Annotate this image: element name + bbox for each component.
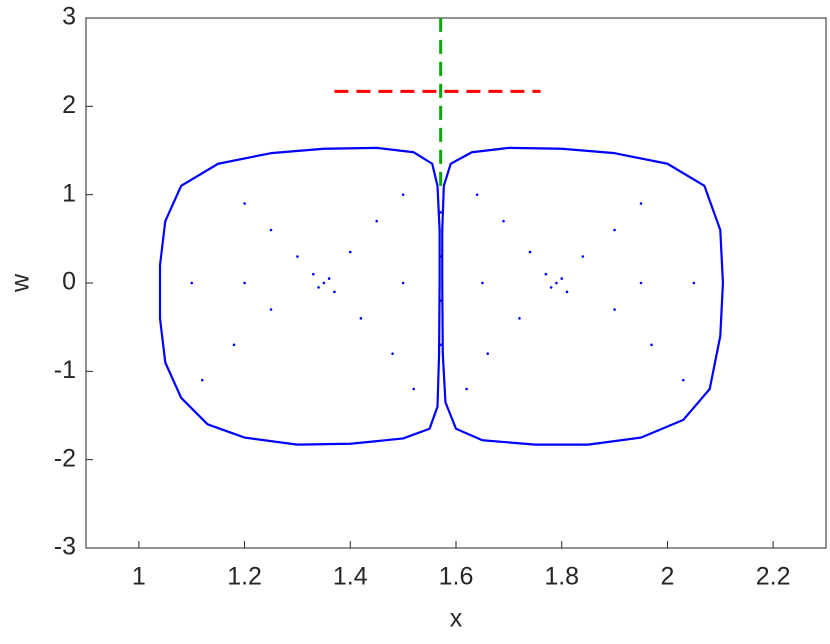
dot (243, 281, 246, 285)
dot (333, 290, 336, 294)
dot (243, 202, 246, 205)
y-tick-label: -2 (54, 444, 76, 472)
y-tick-label: 1 (62, 179, 76, 207)
dot (518, 317, 521, 320)
dot (613, 228, 616, 232)
x-tick-label: 1.6 (439, 563, 474, 591)
dot (391, 352, 394, 355)
dot (311, 272, 315, 276)
dot (200, 378, 204, 382)
x-tick-label: 1 (132, 563, 146, 591)
dot (502, 219, 505, 223)
dot (681, 378, 685, 382)
dot (439, 343, 442, 347)
plot-box (85, 17, 827, 549)
dot (555, 281, 558, 285)
y-tick-label: 3 (62, 3, 76, 31)
dot (613, 308, 616, 311)
dot (692, 281, 696, 285)
dot (481, 281, 484, 285)
dot (401, 193, 405, 196)
y-tick-label: 2 (62, 91, 76, 119)
dot (475, 193, 479, 196)
dot (560, 277, 564, 280)
x-tick-label: 2.2 (756, 563, 791, 591)
curve (158, 146, 441, 446)
dot (650, 343, 653, 347)
dot (486, 352, 490, 355)
y-axis-label: w (7, 273, 35, 293)
dot (639, 202, 643, 205)
dot (639, 281, 643, 285)
x-tick-label: 1.2 (227, 563, 262, 591)
dot (327, 277, 331, 280)
x-axis-label: x (450, 605, 463, 633)
dot (317, 286, 320, 289)
dot (439, 299, 442, 302)
dot (544, 272, 548, 276)
dot (296, 255, 299, 258)
x-tick-label: 2 (660, 563, 674, 591)
dot (439, 211, 442, 214)
y-tick-label: -3 (54, 533, 76, 561)
dot (190, 281, 194, 285)
x-tick-label: 1.4 (333, 563, 368, 591)
dot (439, 255, 442, 258)
dot (232, 343, 236, 347)
dot (465, 387, 468, 391)
curve (441, 146, 725, 446)
dot (348, 250, 352, 254)
dot (375, 219, 379, 223)
y-tick-label: 0 (62, 268, 76, 296)
dot (269, 228, 273, 232)
dot (269, 308, 273, 311)
dot (322, 281, 326, 285)
dot (581, 255, 585, 258)
dot (401, 281, 405, 285)
dot (528, 250, 532, 254)
dot (412, 387, 416, 391)
dot (359, 317, 363, 320)
x-tick-label: 1.8 (544, 563, 579, 591)
dot (549, 286, 553, 289)
dot (565, 290, 569, 294)
y-tick-label: -1 (54, 356, 76, 384)
